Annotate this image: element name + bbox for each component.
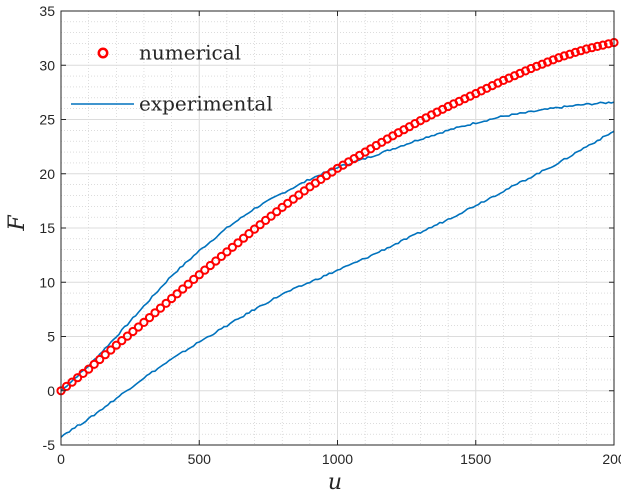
y-axis-title: F — [5, 215, 30, 232]
numerical-point — [587, 43, 597, 53]
numerical-point — [283, 198, 293, 208]
legend: numerical experimental — [71, 41, 273, 116]
numerical-point — [238, 233, 249, 243]
x-tick-label: 200 — [602, 451, 621, 467]
numerical-point — [598, 40, 608, 50]
numerical-point — [261, 215, 271, 225]
numerical-point — [167, 293, 177, 304]
numerical-point — [172, 289, 182, 299]
numerical-point — [183, 279, 193, 289]
numerical-point — [78, 368, 88, 378]
numerical-point — [194, 270, 204, 280]
y-tick-label: 30 — [39, 57, 55, 73]
numerical-point — [227, 242, 237, 252]
numerical-point — [73, 373, 83, 383]
series-numerical — [56, 37, 619, 396]
numerical-point — [249, 224, 260, 234]
numerical-point — [144, 313, 155, 323]
y-tick-label: 25 — [39, 112, 55, 128]
numerical-point — [117, 336, 127, 346]
y-tick-label: 20 — [39, 166, 55, 182]
x-tick-label: 1500 — [460, 451, 491, 467]
numerical-point — [150, 308, 160, 318]
y-tick-label: 35 — [39, 3, 55, 19]
numerical-point — [139, 317, 149, 327]
numerical-point — [178, 284, 188, 294]
numerical-point — [559, 51, 569, 61]
numerical-point — [84, 364, 94, 374]
numerical-point — [554, 53, 564, 63]
experimental-line-upper — [60, 101, 615, 392]
numerical-point — [255, 220, 265, 230]
numerical-point — [266, 211, 276, 221]
numerical-point — [67, 377, 77, 387]
y-tick-label: 10 — [39, 274, 55, 290]
numerical-point — [161, 298, 171, 308]
experimental-line-lower — [60, 130, 615, 438]
y-tick-label: 5 — [47, 329, 55, 345]
y-tick-label: 0 — [47, 383, 55, 399]
numerical-point — [565, 49, 575, 59]
numerical-point — [95, 354, 105, 365]
x-tick-label: 0 — [57, 451, 65, 467]
legend-label-numerical: numerical — [139, 41, 241, 65]
numerical-point — [106, 345, 116, 355]
numerical-point — [272, 207, 282, 217]
numerical-point — [155, 303, 166, 313]
y-tick-label: -5 — [43, 437, 56, 453]
numerical-point — [216, 251, 226, 261]
numerical-point — [244, 229, 254, 239]
numerical-point — [100, 350, 110, 360]
numerical-point — [570, 47, 580, 58]
numerical-point — [189, 274, 199, 284]
x-tick-label: 500 — [188, 451, 212, 467]
numerical-point — [89, 359, 99, 369]
numerical-point — [61, 381, 72, 391]
numerical-point — [205, 260, 215, 271]
numerical-point — [576, 46, 586, 56]
numerical-point — [603, 39, 614, 49]
numerical-point — [211, 256, 221, 266]
y-tick-label: 15 — [39, 220, 55, 236]
numerical-point — [128, 326, 138, 337]
numerical-point — [233, 238, 243, 248]
numerical-point — [111, 340, 121, 350]
numerical-point — [133, 322, 143, 332]
numerical-point — [200, 265, 210, 275]
numerical-point — [592, 41, 603, 52]
legend-marker-numerical — [97, 47, 109, 59]
x-axis-ticks: 0 500 1000 1500 200 — [57, 11, 621, 467]
numerical-point — [222, 247, 232, 257]
legend-label-experimental: experimental — [139, 92, 273, 116]
x-axis-title: u — [328, 470, 342, 494]
numerical-point — [581, 44, 592, 54]
y-axis-ticks: -5 0 5 10 15 20 25 30 35 — [39, 3, 614, 453]
series-experimental — [60, 101, 615, 438]
x-tick-label: 1000 — [322, 451, 353, 467]
numerical-point — [122, 331, 133, 341]
